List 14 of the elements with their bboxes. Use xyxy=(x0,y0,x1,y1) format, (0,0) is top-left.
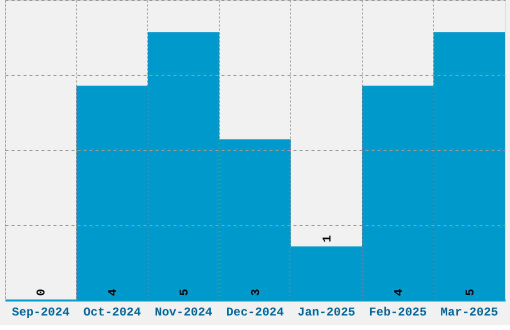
x-tick-label: Oct-2024 xyxy=(83,306,141,320)
x-tick-label: Mar-2025 xyxy=(440,306,498,320)
data-label: 4 xyxy=(392,288,406,296)
data-label: 5 xyxy=(178,288,192,296)
data-label: 1 xyxy=(320,235,334,242)
data-label: 4 xyxy=(106,288,120,296)
x-tick-label: Jan-2025 xyxy=(298,306,356,320)
data-label: 5 xyxy=(463,288,478,296)
x-tick-label: Dec-2024 xyxy=(226,306,284,320)
x-tick-label: Feb-2025 xyxy=(369,306,427,320)
data-label: 0 xyxy=(34,288,49,296)
data-label: 3 xyxy=(249,288,263,296)
x-tick-label: Nov-2024 xyxy=(154,306,212,320)
x-tick-label: Sep-2024 xyxy=(12,306,70,320)
